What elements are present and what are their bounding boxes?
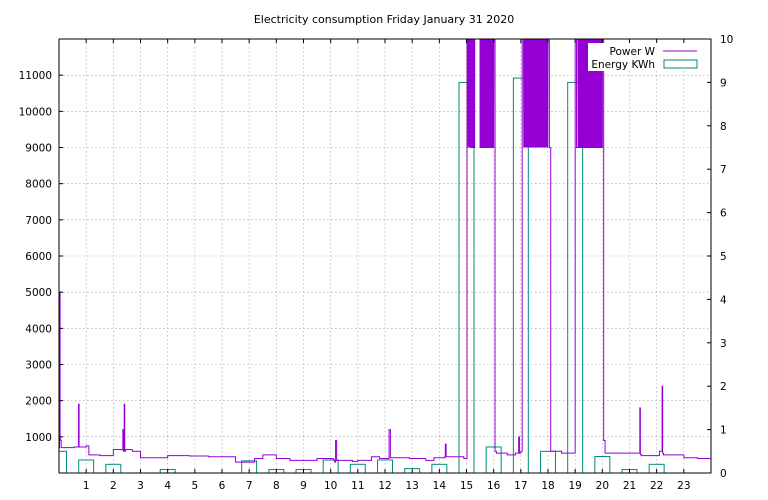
x-tick-label: 20 bbox=[596, 480, 609, 492]
power-oscillation-band bbox=[479, 39, 495, 148]
y-tick-label: 4000 bbox=[25, 323, 52, 335]
x-tick-label: 5 bbox=[191, 480, 198, 492]
energy-bar bbox=[78, 459, 95, 473]
x-tick-label: 7 bbox=[246, 480, 253, 492]
y2-tick-label: 9 bbox=[720, 77, 727, 89]
energy-bar bbox=[349, 463, 366, 473]
energy-bar bbox=[431, 463, 448, 473]
y-tick-label: 2000 bbox=[25, 396, 52, 408]
x-tick-label: 16 bbox=[487, 480, 501, 492]
y2-tick-label: 0 bbox=[720, 468, 727, 480]
legend: Power W Energy KWh bbox=[588, 43, 704, 71]
y2-tick-label: 3 bbox=[720, 338, 727, 350]
y-tick-label: 10000 bbox=[19, 106, 52, 118]
y-tick-label: 1000 bbox=[25, 432, 52, 444]
x-tick-label: 8 bbox=[273, 480, 280, 492]
y2-tick-label: 5 bbox=[720, 251, 727, 263]
y2-tick-label: 10 bbox=[720, 34, 733, 46]
energy-bar bbox=[404, 468, 421, 473]
x-tick-label: 1 bbox=[83, 480, 90, 492]
x-tick-label: 4 bbox=[164, 480, 171, 492]
power-oscillation-band bbox=[467, 39, 476, 148]
energy-bar bbox=[377, 459, 393, 473]
x-tick-label: 22 bbox=[650, 480, 663, 492]
y-tick-label: 7000 bbox=[25, 215, 52, 227]
y-tick-label: 11000 bbox=[19, 70, 52, 82]
x-tick-label: 3 bbox=[137, 480, 144, 492]
y2-tick-label: 2 bbox=[720, 381, 727, 393]
energy-bar bbox=[458, 81, 475, 473]
energy-bar bbox=[648, 463, 665, 473]
x-tick-label: 23 bbox=[677, 480, 690, 492]
x-tick-label: 9 bbox=[300, 480, 307, 492]
y2-tick-label: 4 bbox=[720, 294, 727, 306]
y-tick-label: 3000 bbox=[25, 360, 52, 372]
legend-energy-label: Energy KWh bbox=[591, 59, 655, 71]
x-tick-label: 18 bbox=[541, 480, 554, 492]
legend-energy-swatch bbox=[663, 59, 698, 69]
x-tick-label: 21 bbox=[623, 480, 636, 492]
x-tick-label: 19 bbox=[568, 480, 581, 492]
x-tick-label: 13 bbox=[405, 480, 418, 492]
energy-bar bbox=[512, 77, 529, 473]
power-series bbox=[59, 39, 711, 463]
y2-tick-label: 8 bbox=[720, 121, 727, 133]
x-tick-label: 6 bbox=[219, 480, 226, 492]
x-tick-label: 2 bbox=[110, 480, 117, 492]
x-tick-label: 12 bbox=[378, 480, 391, 492]
x-tick-label: 15 bbox=[460, 480, 473, 492]
x-tick-label: 17 bbox=[514, 480, 527, 492]
y-tick-label: 9000 bbox=[25, 143, 52, 155]
chart-title: Electricity consumption Friday January 3… bbox=[254, 13, 514, 26]
power-line bbox=[59, 39, 711, 463]
legend-background bbox=[588, 43, 704, 71]
y-tick-label: 6000 bbox=[25, 251, 52, 263]
y-axis-ticks: 1000 2000 3000 4000 5000 6000 7000 8000 9000 1000… bbox=[19, 70, 63, 444]
y2-tick-label: 1 bbox=[720, 425, 727, 437]
x-axis-ticks: 1 2 3 4 5 6 7 8 9 10 11 12 13 14 15 16 17 18 19 20 21 22 23 bbox=[83, 39, 691, 492]
x-tick-label: 10 bbox=[324, 480, 337, 492]
grid bbox=[59, 39, 711, 473]
y2-tick-label: 6 bbox=[720, 208, 727, 220]
y-tick-label: 8000 bbox=[25, 179, 52, 191]
y-tick-label: 5000 bbox=[25, 287, 52, 299]
x-tick-label: 14 bbox=[433, 480, 447, 492]
power-oscillation-band bbox=[523, 39, 549, 148]
energy-bar bbox=[105, 463, 122, 473]
x-tick-label: 11 bbox=[351, 480, 364, 492]
energy-bar bbox=[322, 459, 339, 473]
y2-tick-label: 7 bbox=[720, 164, 727, 176]
legend-power-label: Power W bbox=[610, 46, 656, 58]
y2-axis-ticks: 0 1 2 3 4 5 6 7 8 9 10 bbox=[707, 34, 733, 480]
